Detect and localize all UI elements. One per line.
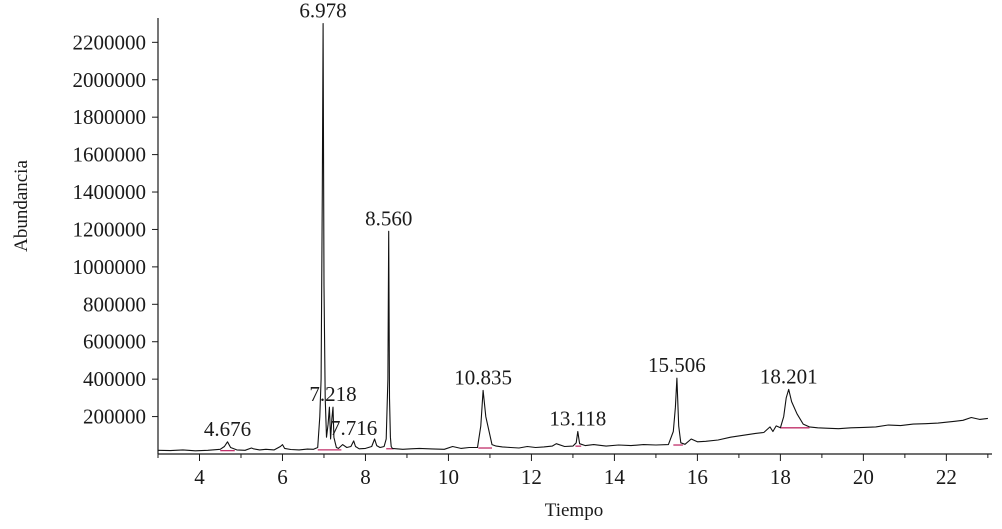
- y-tick-label: 200000: [83, 405, 146, 429]
- x-tick-label: 18: [770, 465, 791, 489]
- x-tick-label: 16: [687, 465, 708, 489]
- trace-layer: [157, 23, 988, 452]
- peak-label: 13.118: [549, 407, 606, 431]
- peak-label: 4.676: [204, 417, 251, 441]
- chromatogram-trace: [157, 23, 988, 452]
- x-tick-label: 20: [853, 465, 874, 489]
- y-axis-title: Abundancia: [11, 160, 32, 252]
- integration-baselines: [220, 427, 810, 452]
- peak-label: 10.835: [454, 365, 512, 389]
- y-tick-label: 2200000: [73, 30, 147, 54]
- x-tick-label: 8: [360, 465, 371, 489]
- peak-label: 7.716: [330, 416, 377, 440]
- peak-label: 6.978: [299, 0, 346, 23]
- peak-label: 7.218: [309, 382, 356, 406]
- y-tick-label: 800000: [83, 292, 146, 316]
- y-tick-label: 1600000: [73, 143, 147, 167]
- x-tick-label: 10: [438, 465, 459, 489]
- peak-annotations: 4.676 6.978 7.218 7.716 8.560 10.835 13.118 15.…: [204, 0, 818, 441]
- x-tick-label: 6: [277, 465, 288, 489]
- x-tick-label: 14: [604, 465, 626, 489]
- peak-label: 15.506: [648, 353, 706, 377]
- peak-label: 8.560: [365, 206, 412, 230]
- x-tick-label: 12: [521, 465, 542, 489]
- axes-layer: 4 6 8 10 12 14 16 18 20 22 200000 400000 600000 80000…: [73, 18, 992, 489]
- y-tick-label: 600000: [83, 330, 146, 354]
- peak-label: 18.201: [760, 364, 818, 388]
- x-axis-title: Tiempo: [545, 500, 603, 521]
- y-tick-label: 400000: [83, 367, 146, 391]
- y-tick-label: 1800000: [73, 105, 147, 129]
- y-tick-label: 1000000: [73, 255, 147, 279]
- y-tick-label: 2000000: [73, 68, 147, 92]
- x-tick-label: 22: [936, 465, 957, 489]
- y-tick-label: 1200000: [73, 217, 147, 241]
- y-tick-label: 1400000: [73, 180, 147, 204]
- x-tick-label: 4: [194, 465, 205, 489]
